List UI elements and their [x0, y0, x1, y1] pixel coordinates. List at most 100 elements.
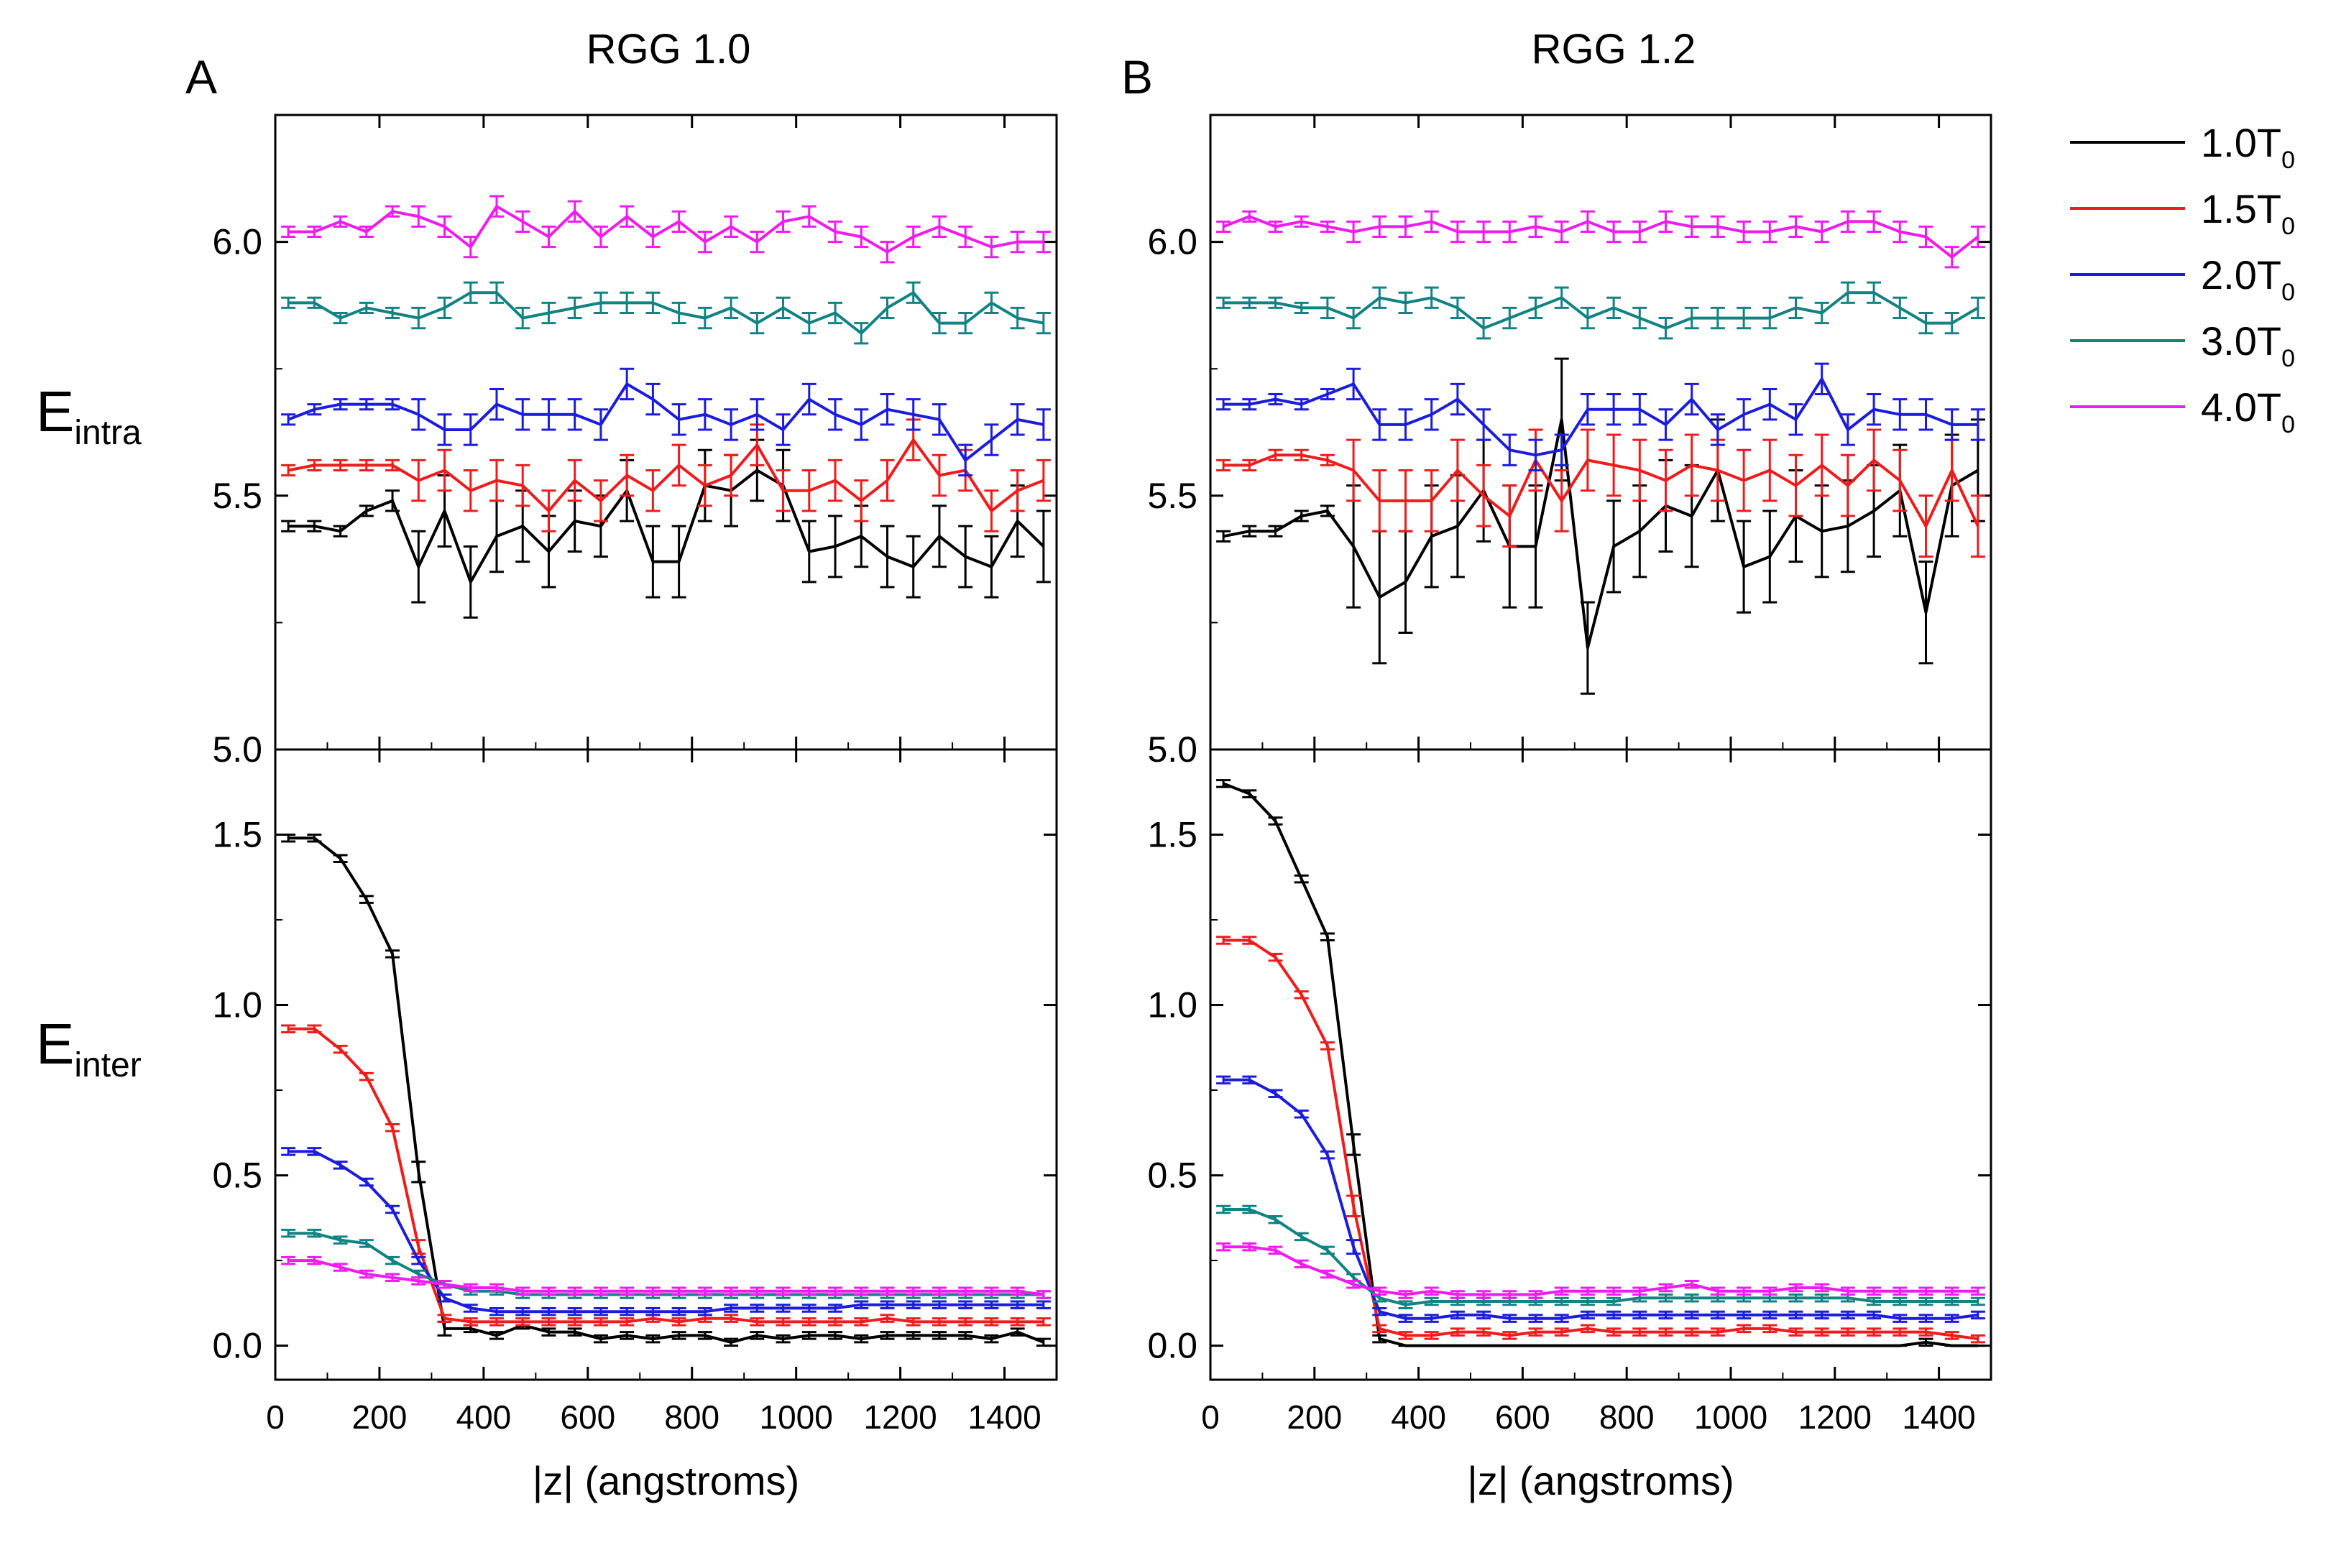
b-bottom-series-4-0t0: [1216, 1242, 1985, 1299]
a-bottom-series-2-0t0-point: [671, 1306, 686, 1316]
a-top-series-1-5t0-line: [288, 438, 1044, 512]
a-bottom-series-1-0t0-point: [489, 1331, 504, 1340]
a-top-series-3-0t0-point: [411, 306, 426, 330]
a-bottom-series-3-0t0-point: [281, 1228, 296, 1238]
a-top-series-2-0t0-point: [489, 387, 504, 421]
b-top-series-3-0t0-point: [1970, 296, 1985, 320]
b-bottom-series-1-5t0-point: [1710, 1327, 1725, 1337]
b-top-series-3-0t0-point: [1450, 296, 1465, 320]
b-top-series-1-0t0-point: [1762, 509, 1777, 604]
b-bottom-series-1-5t0-point: [1294, 990, 1309, 1000]
a-top-series-3-0t0-point: [828, 301, 843, 325]
b-top-series-2-0t0-point: [1398, 408, 1413, 441]
a-top-series-2-0t0-point: [645, 382, 661, 416]
b-top-series-3-0t0-point: [1398, 291, 1413, 314]
b-top-series-1-5t0-point: [1658, 448, 1673, 512]
a-bottom-series-1-5t0-point: [958, 1317, 973, 1327]
a-bottom-series-2-0t0-point: [776, 1304, 791, 1313]
b-bottom-series-2-0t0-point: [1632, 1310, 1647, 1320]
a-top-series-4-0t0-point: [463, 236, 478, 259]
b-bottom-xlabel: |z| (angstroms): [1467, 1458, 1734, 1503]
b-bottom-xtick-label: 400: [1391, 1398, 1446, 1436]
b-bottom-series-1-5t0-point: [1476, 1327, 1491, 1337]
a-top-series-4-0t0-point: [359, 225, 374, 239]
b-bottom-series-2-0t0: [1216, 1075, 1985, 1323]
b-top-series-1-5t0-point: [1580, 428, 1595, 492]
a-bottom-series-1-0t0-point: [567, 1327, 582, 1337]
a-top-series-2-0t0-point: [541, 398, 556, 431]
b-bottom-series-1-5t0-point: [1398, 1331, 1413, 1340]
a-bottom-series-1-0t0-point: [984, 1334, 999, 1344]
b-bottom-series-1-5t0-point: [1840, 1327, 1855, 1337]
a-top-series-4-0t0-point: [724, 215, 739, 239]
a-top-series-2-0t0-point: [750, 398, 765, 431]
a-bottom-series-1-0t0-point: [854, 1334, 869, 1344]
a-bottom-series-3-0t0-point: [307, 1228, 322, 1238]
a-bottom-series-2-0t0-line: [288, 1150, 1044, 1314]
a-bottom-series-2-0t0-point: [984, 1300, 999, 1309]
a-top-series-3-0t0-point: [489, 281, 504, 304]
a-bottom-series-2-0t0-point: [307, 1147, 322, 1156]
b-bottom-series-2-0t0-point: [1502, 1314, 1517, 1323]
legend-label: 4.0T0: [2201, 384, 2295, 438]
a-top-series-4-0t0-point: [541, 225, 556, 249]
ylabel-inter-main: E: [36, 1012, 74, 1076]
a-top-series-4-0t0: [281, 195, 1051, 264]
b-top-series-2-0t0-point: [1788, 403, 1803, 436]
a-bottom-series-4-0t0-point: [880, 1286, 895, 1296]
b-bottom-series-3-0t0-point: [1294, 1232, 1309, 1242]
a-bottom-series-1-0t0-point: [906, 1331, 921, 1340]
a-top-series-4-0t0-point: [489, 195, 504, 218]
b-top-series-4-0t0-point: [1970, 225, 1985, 249]
b-bottom-series-4-0t0-line: [1223, 1245, 1978, 1296]
b-top-series-1-5t0-point: [1944, 438, 1959, 502]
a-bottom-series-1-5t0-point: [620, 1317, 635, 1327]
b-bottom-series-1-5t0-point: [1606, 1327, 1622, 1337]
b-top-series-4-0t0: [1216, 210, 1985, 269]
b-bottom-series-1-5t0-point: [1970, 1334, 1985, 1344]
b-top-series-3-0t0-point: [1762, 306, 1777, 330]
a-top-series-3-0t0-point: [906, 281, 921, 304]
a-top-series-3-0t0-point: [801, 311, 817, 335]
a-top-series-1-0t0-point: [645, 525, 661, 599]
b-top-series-1-5t0-point: [1892, 448, 1908, 512]
a-bottom-frame: [274, 748, 1058, 1381]
b-top-series-3-0t0-line: [1223, 291, 1979, 330]
a-bottom-series-2-0t0-point: [620, 1306, 635, 1316]
b-bottom-series-1-5t0-point: [1242, 936, 1257, 945]
b-bottom-series-3-0t0-line: [1223, 1208, 1978, 1306]
b-bottom-series-1-5t0-point: [1658, 1327, 1673, 1337]
a-bottom-ytick-label: 1.5: [212, 815, 262, 855]
b-top-series-1-0t0-point: [1294, 509, 1309, 522]
b-top-series-4-0t0-point: [1632, 220, 1647, 244]
b-top-series-2-0t0-point: [1268, 393, 1283, 406]
b-bottom-xtick-label: 1000: [1694, 1398, 1767, 1436]
a-top-series-1-5t0-point: [489, 458, 504, 502]
a-bottom-series-4-0t0-point: [854, 1286, 869, 1296]
b-top-series-3-0t0-point: [1268, 296, 1283, 309]
b-bottom-series-3-0t0-point: [1580, 1296, 1595, 1306]
b-top-series-4-0t0-point: [1450, 220, 1465, 244]
b-top-series-1-5t0-point: [1424, 469, 1439, 532]
b-bottom-series-1-5t0-point: [1346, 1194, 1361, 1217]
b-bottom-series-2-0t0-point: [1450, 1310, 1465, 1320]
a-top-series-4-0t0-point: [801, 205, 817, 228]
a-bottom-series-4-0t0-point: [645, 1286, 661, 1296]
b-top-series-3-0t0-point: [1606, 296, 1622, 320]
a-bottom-series-1-5t0-point: [828, 1317, 843, 1327]
a-top-series-1-5t0-point: [724, 453, 739, 497]
b-bottom-series-2-0t0-point: [1814, 1310, 1829, 1320]
b-bottom-ytick-label: 1.5: [1147, 815, 1197, 855]
a-bottom-series-2-0t0-point: [932, 1300, 947, 1309]
a-bottom-series-1-0t0-point: [880, 1331, 895, 1340]
a-bottom-series-4-0t0-point: [567, 1286, 582, 1296]
a-top-series-1-0t0-point: [801, 520, 817, 584]
b-top-series-2-0t0-point: [1606, 393, 1622, 426]
b-bottom-series-3-0t0-point: [1242, 1204, 1257, 1214]
a-bottom-series-4-0t0-line: [288, 1259, 1044, 1296]
a-top-series-2-0t0-point: [671, 403, 686, 436]
b-bottom-series-3-0t0-point: [1320, 1245, 1335, 1255]
a-top-series-1-5t0-point: [880, 458, 895, 502]
a-top-series-4-0t0-point: [906, 225, 921, 249]
